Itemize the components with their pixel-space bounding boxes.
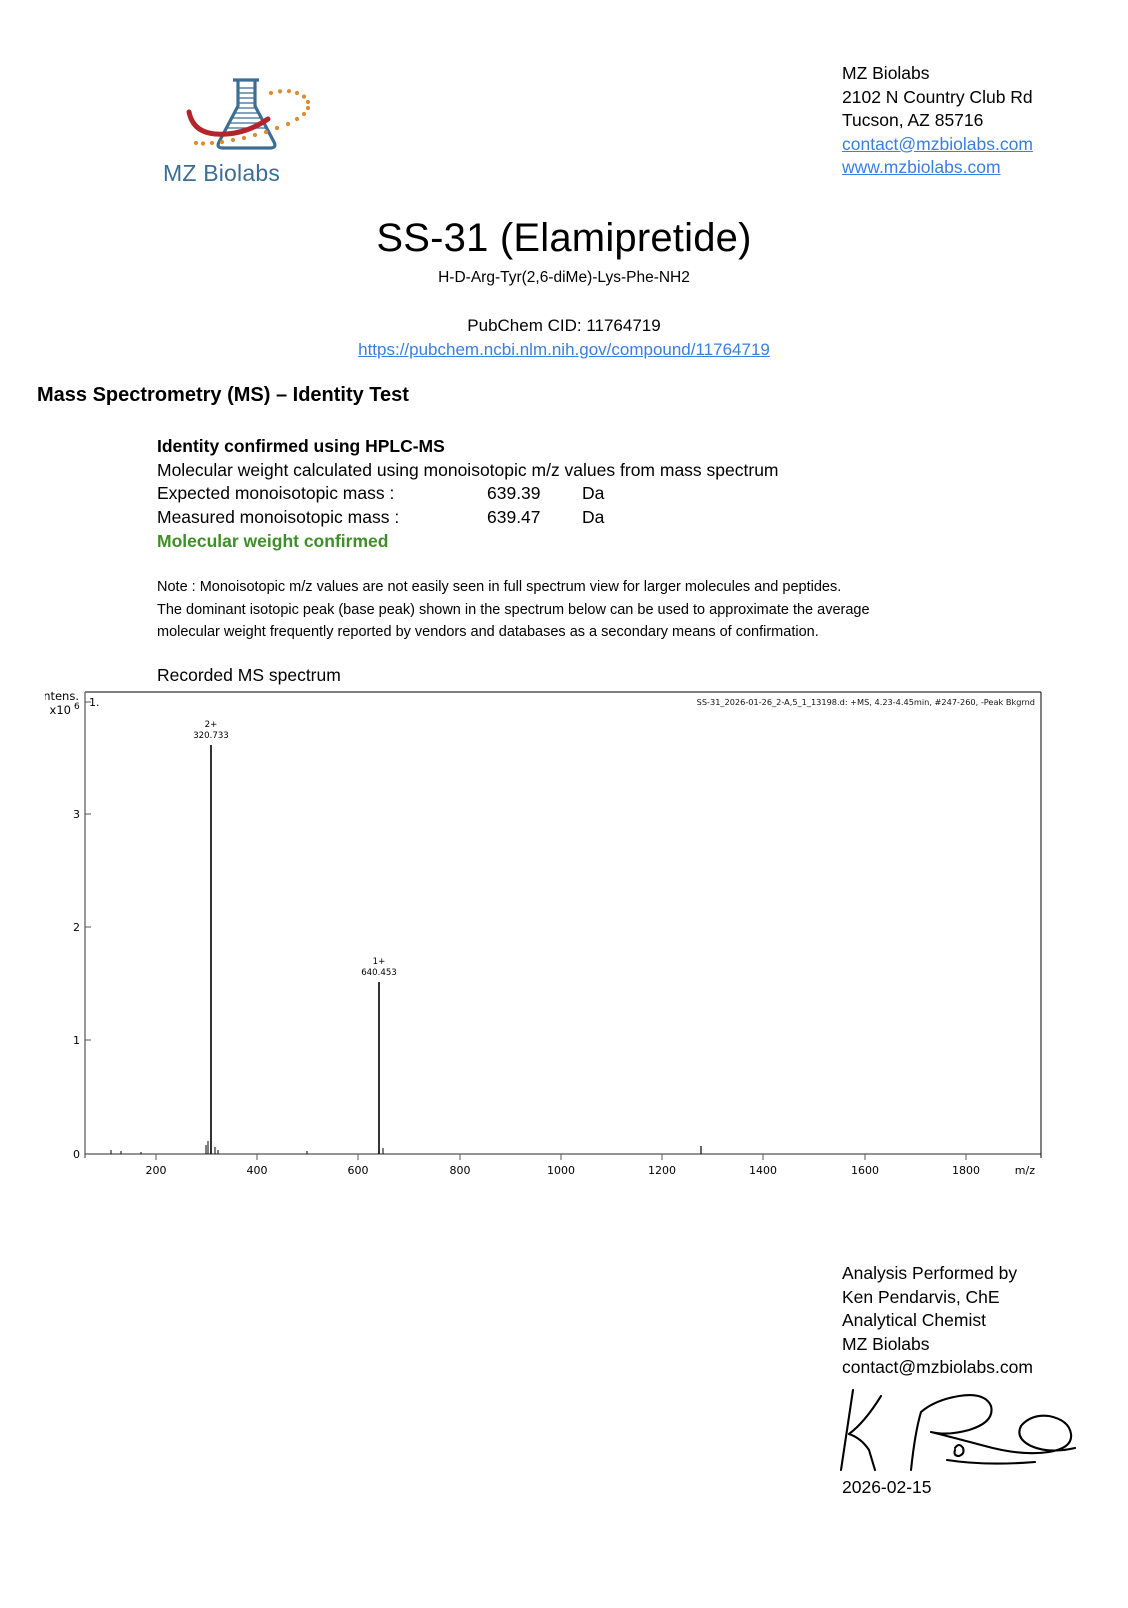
status-badge-weight-confirmed: Molecular weight confirmed	[157, 531, 389, 551]
flask-icon	[216, 78, 277, 150]
spectrum-caption: Recorded MS spectrum	[157, 665, 341, 685]
y-tick-label-2: 2	[73, 921, 80, 934]
y-axis-label-intens: Intens.	[45, 689, 79, 703]
note-line-3: molecular weight frequently reported by …	[157, 624, 819, 640]
logo-wordmark: MZ Biolabs	[163, 160, 281, 186]
measured-mass-row: Measured monoisotopic mass : 639.47 Da	[157, 506, 677, 530]
section-heading: Mass Spectrometry (MS) – Identity Test	[37, 384, 409, 406]
x-tick-label-1800: 1800	[952, 1164, 980, 1177]
analysis-performed-by-label: Analysis Performed by	[842, 1263, 1018, 1283]
x-axis-label: m/z	[1015, 1164, 1035, 1177]
x-tick-label-1600: 1600	[851, 1164, 879, 1177]
peak-label-charge-2plus: 2+	[205, 720, 218, 730]
pubchem-url-link[interactable]: https://pubchem.ncbi.nlm.nih.gov/compoun…	[358, 340, 770, 359]
company-logo: MZ Biolabs	[163, 72, 393, 187]
peak-label-charge-1plus: 1+	[373, 957, 386, 967]
expected-mass-row: Expected monoisotopic mass : 639.39 Da	[157, 482, 677, 506]
y-tick-label-3: 3	[73, 808, 80, 821]
identity-results-block: Identity confirmed using HPLC-MS Molecul…	[157, 435, 917, 554]
x-tick-label-1400: 1400	[749, 1164, 777, 1177]
y-tick-label-top: 1.	[89, 696, 100, 709]
y-tick-labels: 1. 3 2 1 0	[73, 696, 100, 1161]
analyst-company: MZ Biolabs	[842, 1333, 930, 1354]
x-tick-label-400: 400	[247, 1164, 268, 1177]
expected-mass-unit: Da	[582, 483, 605, 503]
page-title: SS-31 (Elamipretide)	[376, 216, 752, 260]
expected-mass-value: 639.39	[487, 483, 541, 503]
x-tick-labels: 200 400 600 800 1000 1200 1400 1600 1800	[146, 1164, 981, 1177]
company-address-block: MZ Biolabs 2102 N Country Club Rd Tucson…	[842, 62, 1033, 180]
company-street: 2102 N Country Club Rd	[842, 86, 1033, 107]
handwritten-signature	[835, 1382, 1085, 1477]
note-line-2: The dominant isotopic peak (base peak) s…	[157, 601, 870, 618]
y-tick-label-1: 1	[73, 1034, 80, 1047]
company-email-link[interactable]: contact@mzbiolabs.com	[842, 133, 1033, 154]
orbit-dots-icon	[193, 89, 311, 146]
company-name: MZ Biolabs	[842, 63, 930, 83]
identity-method-line: Molecular weight calculated using monois…	[157, 459, 779, 480]
y-axis-label-exponent: 6	[74, 702, 80, 712]
measured-mass-label: Measured monoisotopic mass :	[157, 506, 400, 527]
pubchem-cid: PubChem CID: 11764719	[467, 316, 661, 335]
peak-label-mz-320: 320.733	[193, 731, 229, 741]
logo-graphic	[186, 78, 311, 150]
signature-block: Analysis Performed by Ken Pendarvis, ChE…	[842, 1262, 1033, 1380]
note-line-1: Note : Monoisotopic m/z values are not e…	[157, 579, 842, 595]
analyst-title: Analytical Chemist	[842, 1310, 986, 1330]
ms-spectrum-chart: 1. 3 2 1 0 Intens. x10 6 200 400 600 800	[45, 688, 1045, 1188]
chart-run-title: SS-31_2026-01-26_2-A,5_1_13198.d: +MS, 4…	[697, 697, 1035, 707]
y-tick-marks	[85, 701, 91, 1155]
peak-label-mz-640: 640.453	[361, 968, 397, 978]
signature-icon	[839, 1388, 1077, 1472]
company-city-state-zip: Tucson, AZ 85716	[842, 110, 984, 130]
x-tick-marks	[155, 1154, 967, 1160]
note-block: Note : Monoisotopic m/z values are not e…	[157, 576, 947, 644]
expected-mass-label: Expected monoisotopic mass :	[157, 483, 395, 503]
analyst-email: contact@mzbiolabs.com	[842, 1357, 1033, 1377]
company-website-link[interactable]: www.mzbiolabs.com	[842, 157, 1001, 177]
analyst-name: Ken Pendarvis, ChE	[842, 1286, 1000, 1307]
x-tick-label-800: 800	[450, 1164, 471, 1177]
spectrum-peaks	[110, 745, 702, 1154]
x-tick-label-200: 200	[146, 1164, 167, 1177]
x-tick-label-1000: 1000	[547, 1164, 575, 1177]
y-axis-label-scale: x10	[50, 703, 71, 717]
x-tick-label-600: 600	[348, 1164, 369, 1177]
compound-sequence: H-D-Arg-Tyr(2,6-diMe)-Lys-Phe-NH2	[438, 269, 690, 286]
measured-mass-unit: Da	[582, 506, 605, 527]
y-tick-label-0: 0	[73, 1148, 80, 1161]
signature-date: 2026-02-15	[842, 1477, 932, 1497]
identity-confirmed-heading: Identity confirmed using HPLC-MS	[157, 436, 445, 456]
x-tick-label-1200: 1200	[648, 1164, 676, 1177]
peak-annotations: 2+ 320.733 1+ 640.453	[193, 720, 397, 978]
swoosh-icon	[186, 109, 271, 137]
measured-mass-value: 639.47	[487, 506, 541, 527]
